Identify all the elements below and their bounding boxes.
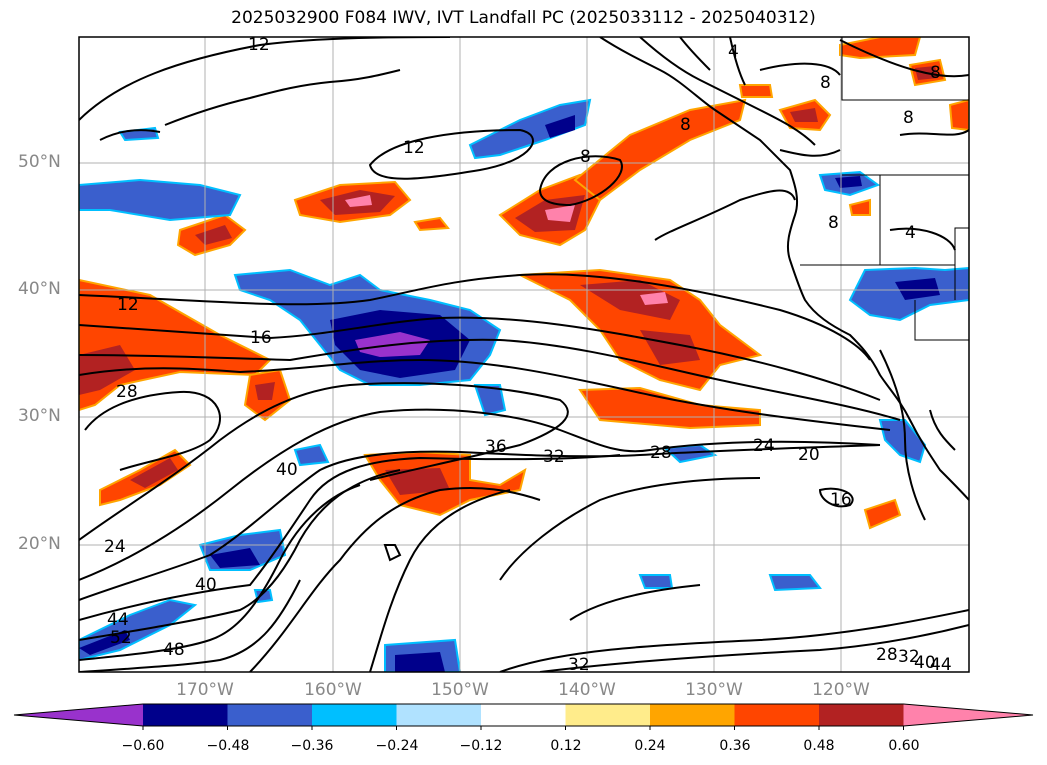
colorbar-min-extension: [14, 704, 143, 726]
lon-label: 120°W: [812, 680, 870, 700]
contour-label: 12: [403, 138, 425, 158]
coastlines: [99, 37, 969, 562]
contour-label: 44: [107, 610, 129, 630]
contour-label: 40: [914, 653, 936, 673]
lon-label: 130°W: [685, 680, 743, 700]
contour-label: 44: [930, 655, 952, 675]
colorbar-segment: [565, 704, 651, 726]
lon-label: 160°W: [304, 680, 362, 700]
colorbar-segment: [650, 704, 735, 726]
colorbar-segment: [143, 704, 228, 726]
colorbar-tick-label: −0.24: [375, 738, 419, 754]
contour-label: 24: [104, 537, 126, 557]
contour-label: 28: [116, 382, 138, 402]
colorbar-segment: [734, 704, 820, 726]
contour-label: 8: [930, 63, 941, 83]
contour-label: 12: [117, 295, 139, 315]
contour-label: 40: [195, 575, 217, 595]
contour-label: 8: [828, 213, 839, 233]
contour-label: 52: [110, 628, 132, 648]
lon-label: 150°W: [431, 680, 489, 700]
colorbar: [13, 703, 1034, 730]
colorbar-tick-label: −0.12: [459, 738, 503, 754]
colorbar-segment: [396, 704, 482, 726]
contour-label: 32: [543, 447, 565, 467]
contour-label: 8: [903, 108, 914, 128]
contour-label: 32: [898, 647, 920, 667]
colorbar-tick-label: −0.48: [206, 738, 250, 754]
contour-label: 4: [728, 42, 739, 62]
contour-label: 4: [905, 223, 916, 243]
colorbar-max-extension: [903, 704, 1033, 726]
colorbar-tick-label: 0.12: [550, 738, 582, 754]
contour-label: 24: [753, 436, 775, 456]
colorbar-segment: [819, 704, 904, 726]
contour-label: 8: [580, 147, 591, 167]
map-frame: [78, 36, 970, 673]
lat-label: 20°N: [18, 534, 61, 554]
contour-label: 16: [250, 328, 272, 348]
lat-label: 50°N: [18, 152, 61, 172]
colorbar-tick-label: 0.60: [888, 738, 920, 754]
contour-label: 8: [680, 115, 691, 135]
lon-label: 170°W: [176, 680, 234, 700]
contour-label: 40: [276, 460, 298, 480]
colorbar-tick-label: 0.36: [719, 738, 751, 754]
colorbar-tick-label: −0.60: [121, 738, 165, 754]
contour-label: 32: [568, 655, 590, 675]
colorbar-segment: [481, 704, 566, 726]
colorbar-tick-label: 0.48: [803, 738, 835, 754]
colorbar-segment: [227, 704, 313, 726]
ivt-contours: [79, 37, 969, 672]
contour-label: 28: [650, 443, 672, 463]
political-borders: [800, 37, 969, 341]
contour-label: 48: [163, 640, 185, 660]
gridlines: [79, 37, 969, 672]
colorbar-tick-label: −0.36: [290, 738, 334, 754]
contour-label: 36: [485, 437, 507, 457]
colorbar-tick-label: 0.24: [634, 738, 666, 754]
lat-label: 40°N: [18, 279, 61, 299]
lon-label: 140°W: [558, 680, 616, 700]
contour-label-group: 12 12 12 16 28 36 32 28 24 20 16 24 40 4…: [104, 35, 952, 675]
contour-label: 12: [248, 35, 270, 55]
contour-label: 20: [798, 445, 820, 465]
contour-label: 8: [820, 73, 831, 93]
colorbar-segment: [312, 704, 397, 726]
contour-label: 28: [876, 645, 898, 665]
contour-label: 16: [830, 490, 852, 510]
lat-label: 30°N: [18, 406, 61, 426]
map-title: 2025032900 F084 IWV, IVT Landfall PC (20…: [231, 8, 816, 28]
